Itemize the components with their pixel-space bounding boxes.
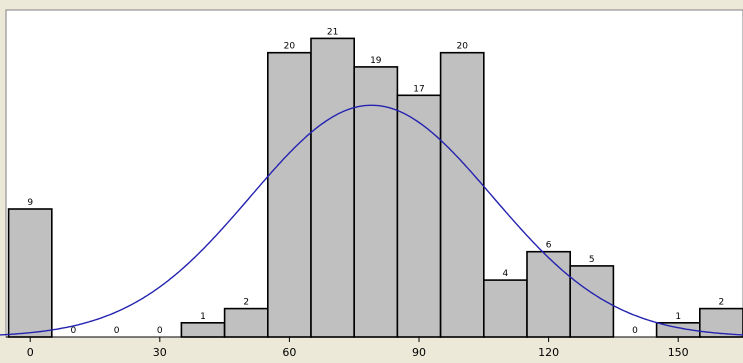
- bar-value-label-3: 0: [157, 326, 163, 336]
- histogram-bar-9: [396, 94, 442, 338]
- bar-value-label-8: 19: [370, 56, 382, 66]
- x-tick-label-2: 60: [282, 346, 296, 359]
- histogram-bar-16: [698, 307, 743, 338]
- bar-value-label-14: 0: [632, 326, 638, 336]
- bar-value-label-6: 20: [284, 42, 296, 52]
- bar-value-label-1: 0: [71, 326, 77, 336]
- histogram-bar-8: [353, 66, 399, 338]
- histogram-bar-0: [7, 208, 53, 338]
- bar-labels-group: 9 0 0 0 1 2 20 21 19 17 20 4 6 5 0 1 2: [27, 27, 724, 336]
- histogram-bar-7: [310, 37, 356, 338]
- bar-value-label-4: 1: [200, 312, 206, 322]
- bar-value-label-7: 21: [327, 27, 338, 37]
- x-tick-label-4: 120: [538, 346, 559, 359]
- x-ticks-group: 0 30 60 90 120 150: [27, 337, 689, 359]
- histogram-bar-11: [482, 279, 528, 338]
- histogram-bar-6: [266, 51, 312, 338]
- bar-value-label-15: 1: [675, 312, 681, 322]
- bar-value-label-9: 17: [413, 84, 424, 94]
- bar-value-label-13: 5: [589, 255, 595, 265]
- normal-fit-curve: [0, 104, 743, 336]
- histogram-bar-4: [180, 321, 226, 338]
- histogram-bar-12: [526, 250, 572, 338]
- histogram-bar-5: [223, 307, 269, 338]
- bar-value-label-12: 6: [546, 241, 552, 251]
- bar-value-label-0: 9: [27, 198, 33, 208]
- histogram-bar-10: [439, 51, 485, 338]
- x-tick-label-0: 0: [27, 346, 34, 359]
- bar-value-label-5: 2: [243, 298, 249, 308]
- bar-value-label-10: 20: [456, 42, 468, 52]
- x-tick-label-5: 150: [668, 346, 689, 359]
- bar-value-label-2: 0: [114, 326, 120, 336]
- bar-value-label-11: 4: [503, 269, 509, 279]
- x-tick-label-3: 90: [412, 346, 426, 359]
- x-tick-label-1: 30: [153, 346, 167, 359]
- bar-value-label-16: 2: [719, 298, 725, 308]
